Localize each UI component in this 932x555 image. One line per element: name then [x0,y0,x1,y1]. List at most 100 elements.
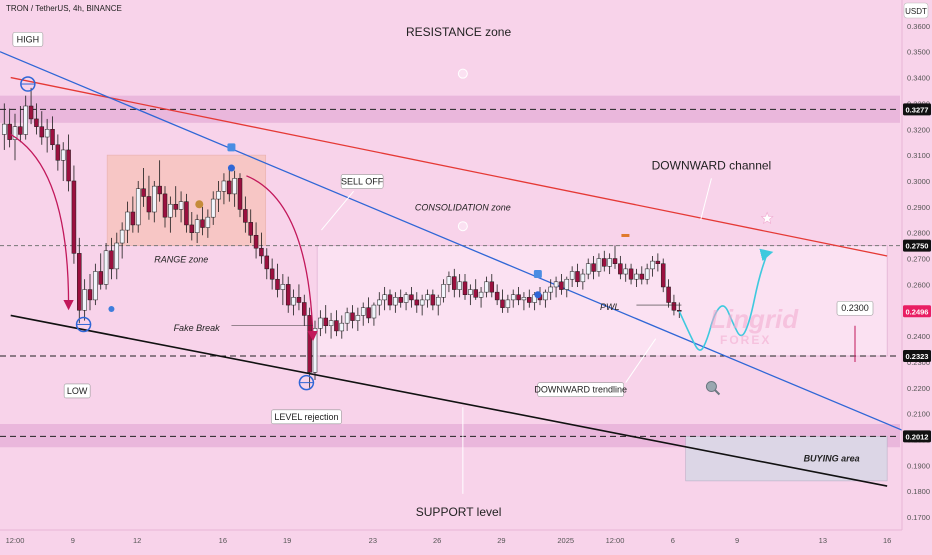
candle-down [559,281,564,290]
candle-up [232,178,237,195]
candle-down [77,253,82,311]
candle-down [473,289,478,298]
candle-down [302,302,307,316]
candle-up [425,294,430,301]
magnifier-handle-icon [714,389,721,396]
candle-down [500,299,505,308]
time-tick-label: 26 [433,536,441,545]
price-tick-label: 0.3000 [907,177,930,186]
level-rejection-callout: LEVEL rejection [271,409,342,425]
candle-up [543,291,548,301]
candle-down [671,302,677,311]
support-level-label: SUPPORT level [416,505,502,519]
candle-down [98,271,103,285]
candle-down [296,297,302,303]
time-tick-label: 19 [283,536,291,545]
time-axis[interactable]: 12:00 9 12 16 19 23 26 29 2025 12:00 6 9 13 16 [0,529,932,550]
candle-down [618,263,623,275]
candle-down [307,315,312,373]
price-tick-label: 0.1800 [907,487,930,496]
candle-down [269,268,275,280]
candle-up [634,273,639,280]
candle-down [248,222,253,236]
candle-up [12,126,18,140]
channel-pointer [700,178,712,220]
candle-down [200,219,205,228]
candle-down [527,297,532,303]
time-axis-background [0,530,932,550]
level-rejection-label: LEVEL rejection [274,412,338,422]
candle-up [403,294,409,303]
candle-down [264,255,270,270]
candle-up [119,229,125,244]
candle-up [623,268,628,275]
resistance-zone-label: RESISTANCE zone [406,25,511,39]
currency-badge[interactable] [903,2,929,19]
download-arrow-icon [533,270,542,279]
candle-up [548,286,553,293]
candle-down [575,271,580,283]
watermark-sub: FOREX [720,333,771,347]
currency-label: USDT [905,7,927,16]
candle-up [510,294,516,301]
candle-up [468,289,473,295]
trendline-channel-support [10,314,888,487]
candle-up [505,299,511,308]
price-axis[interactable]: USDT 0.36000.35000.34000.33000.32000.310… [901,0,932,550]
trendline-downward-channel [10,76,888,257]
price-axis-background [902,0,932,550]
candle-down [28,105,34,120]
candle-up [650,260,655,270]
price-badge-label: 0.2496 [906,307,929,316]
price-badge-label: 0.3277 [906,105,929,114]
trendline-pointer [625,338,657,383]
candle-down [253,235,259,249]
candle-down [414,299,420,306]
price-badge [903,430,931,443]
candle-up [377,299,382,306]
selloff-pointer [321,190,354,231]
candle-down [141,188,146,197]
candle-up [93,271,98,301]
trendlines-layer [0,51,932,487]
annotation-shapes-layer [10,68,856,494]
candle-up [194,219,200,233]
price-tick-label: 0.2300 [907,358,930,367]
levels-layer [0,108,900,437]
price-badge-label: 0.2750 [906,242,929,251]
candle-down [146,196,152,213]
price-tick-label: 0.3400 [907,74,930,83]
candle-up [607,258,612,267]
candle-down [109,250,114,270]
candle-down [591,263,596,272]
symbol-title: TRON / TetherUS, 4h, BINANCE [6,4,122,13]
downward-trendline-label: DOWNWARD trendline [534,385,627,395]
candle-up [221,180,227,192]
candle-up [484,281,489,293]
candle-up [125,211,130,231]
low-label: LOW [67,386,88,396]
time-tick-label: 16 [883,536,891,545]
candle-down [639,273,645,280]
candle-up [103,250,109,285]
candle-up [585,263,591,275]
trendline-dot [534,291,542,299]
target-price-label: 0.2300 [841,303,869,313]
candle-down [66,149,71,182]
sell-off-callout: SELL OFF [340,174,384,189]
candle-up [168,203,173,218]
sell-off-label: SELL OFF [341,177,384,187]
candle-down [50,129,55,146]
time-tick-label: 29 [497,536,505,545]
candle-up [23,105,28,135]
candle-down [489,281,495,293]
trendline-downward-trendline [0,51,932,444]
watermark-name: Lingrid [710,304,799,334]
candle-down [237,178,243,210]
price-badge [903,239,931,252]
candle-down [602,258,607,267]
high-callout: HIGH [12,32,44,47]
price-tick-label: 0.2200 [907,384,930,393]
